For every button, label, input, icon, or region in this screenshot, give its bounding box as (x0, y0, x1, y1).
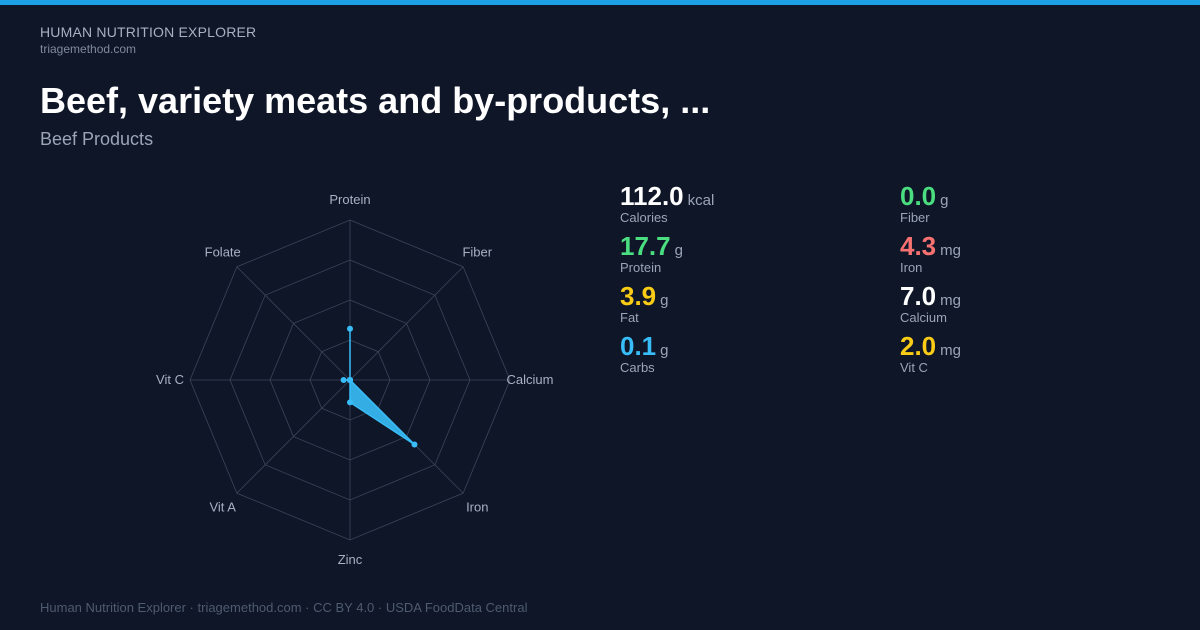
radar-axis-label: Vit A (209, 499, 236, 514)
radar-axis-label: Calcium (507, 372, 554, 387)
stat-value-row: 0.0 g (900, 183, 949, 210)
radar-axis-label: Vit C (156, 372, 184, 387)
stat-fat: 3.9 g Fat (620, 283, 669, 326)
stat-unit: g (940, 192, 949, 209)
stat-unit: mg (940, 292, 961, 309)
stat-value: 0.1 (620, 331, 657, 361)
stat-value: 17.7 (620, 231, 671, 261)
stat-carbs: 0.1 g Carbs (620, 333, 669, 376)
radar-axis-label: Zinc (338, 552, 363, 567)
stat-label: Calories (620, 210, 668, 225)
radar-data-point (347, 377, 353, 383)
stat-label: Protein (620, 260, 662, 275)
stat-unit: g (660, 342, 669, 359)
stat-vit-c: 2.0 mg Vit C (900, 333, 961, 376)
stat-label: Carbs (620, 360, 655, 375)
stat-value-row: 7.0 mg (900, 283, 961, 310)
stat-calcium: 7.0 mg Calcium (900, 283, 961, 326)
radar-axis-label: Protein (329, 192, 370, 207)
stat-label: Fat (620, 310, 639, 325)
stat-value-row: 4.3 mg (900, 233, 961, 260)
stat-unit: kcal (687, 192, 715, 209)
brand-name: HUMAN NUTRITION EXPLORER (40, 24, 257, 40)
stat-unit: g (674, 242, 683, 259)
page-title: Beef, variety meats and by-products, ... (40, 80, 711, 121)
radar-axis-label: Iron (466, 499, 488, 514)
stat-value-row: 112.0 kcal (620, 183, 714, 210)
stat-protein: 17.7 g Protein (620, 233, 683, 276)
stat-label: Iron (900, 260, 923, 275)
stat-value-row: 17.7 g (620, 233, 683, 260)
radar-spoke (236, 266, 351, 381)
stat-label: Calcium (900, 310, 947, 325)
stat-value-row: 0.1 g (620, 333, 669, 360)
stat-value: 112.0 (620, 181, 684, 211)
stat-value: 7.0 (900, 281, 937, 311)
stat-unit: mg (940, 342, 961, 359)
top-accent-bar (0, 0, 1200, 5)
food-category: Beef Products (40, 129, 154, 149)
radar-spoke (349, 266, 464, 381)
stat-value: 0.0 (900, 181, 937, 211)
radar-data-point (340, 377, 347, 383)
stat-value: 2.0 (900, 331, 937, 361)
radar-axis-label: Fiber (462, 245, 492, 260)
radar-data-point (347, 325, 353, 332)
stat-value: 4.3 (900, 231, 937, 261)
radar-data-point (411, 441, 418, 448)
radar-axis-label: Folate (205, 245, 241, 260)
stat-label: Fiber (900, 210, 930, 225)
radar-data-point (347, 399, 353, 406)
radar-data-area (343, 328, 416, 446)
radar-spoke (236, 379, 351, 494)
stat-unit: g (660, 292, 669, 309)
stat-calories: 112.0 kcal Calories (620, 183, 714, 226)
stat-unit: mg (940, 242, 961, 259)
stat-value-row: 3.9 g (620, 283, 669, 310)
stat-value-row: 2.0 mg (900, 333, 961, 360)
stat-fiber: 0.0 g Fiber (900, 183, 949, 226)
nutrient-radar-chart: Protein Fiber Calcium Iron Zinc Vit A Vit C Fol… (156, 192, 554, 567)
stat-label: Vit C (900, 360, 928, 375)
stat-iron: 4.3 mg Iron (900, 233, 961, 276)
stat-value: 3.9 (620, 281, 657, 311)
site-url[interactable]: triagemethod.com (40, 42, 137, 56)
footer-credits: Human Nutrition Explorer · triagemethod.… (40, 600, 528, 615)
